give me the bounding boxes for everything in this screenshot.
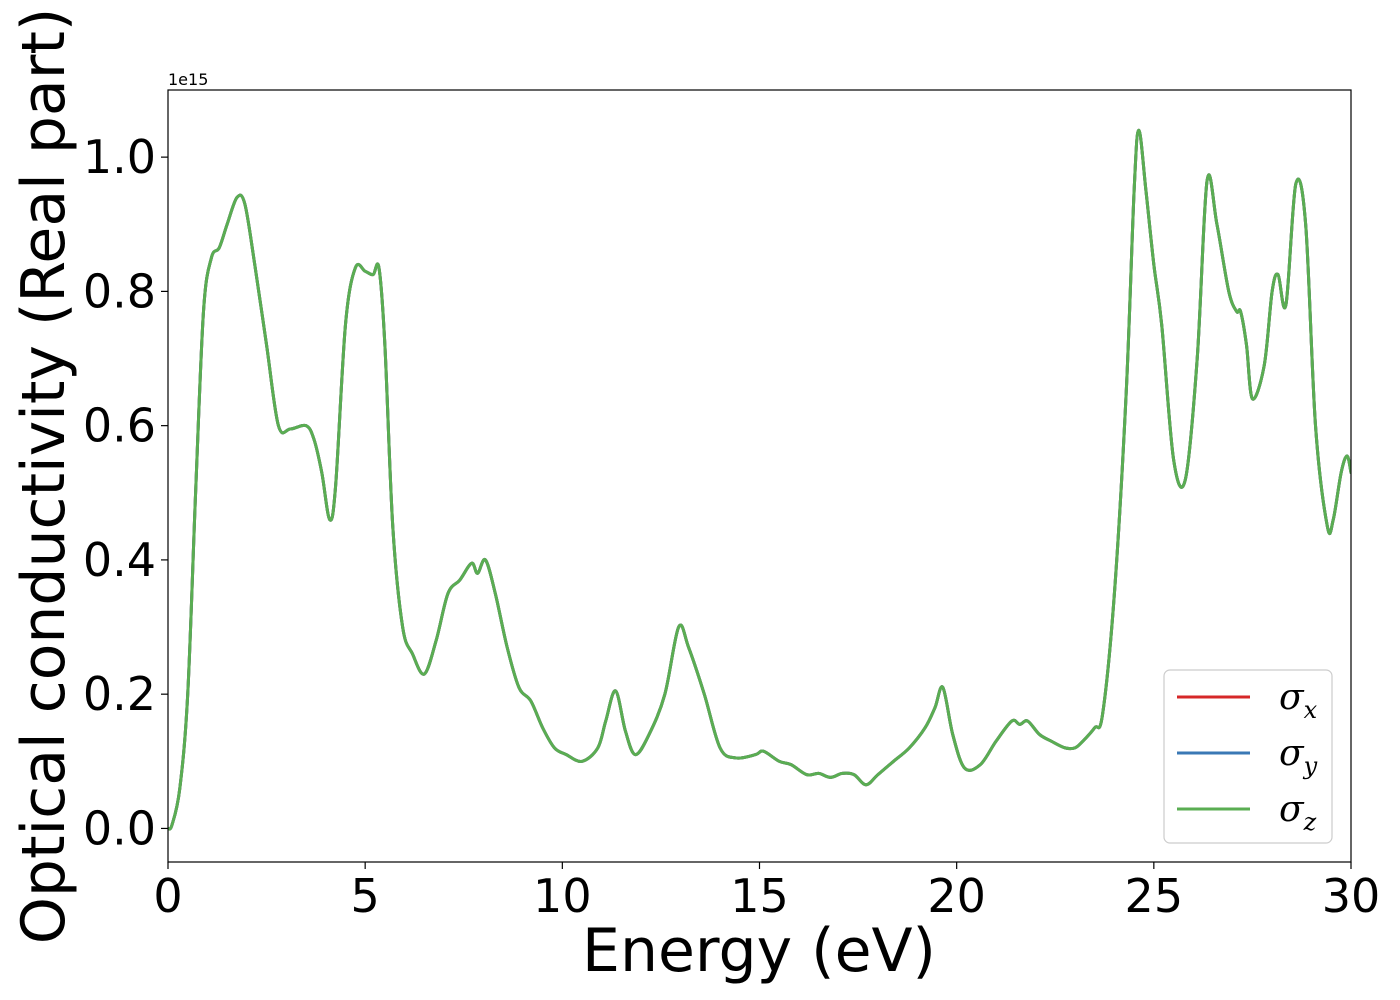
legend-label-sigma-x: σx [1279,677,1318,724]
series-layer [168,128,1351,831]
legend-label-sigma-y: σy [1279,733,1318,780]
y-tick-label: 0.6 [83,399,156,453]
y-axis-label: Optical conductivity (Real part) [9,8,79,945]
legend-label-sigma-z: σz [1279,789,1317,836]
y-tick-label: 0.2 [83,667,156,721]
y-tick-label: 1.0 [83,130,156,184]
legend: σx σy σz [1163,669,1333,844]
y-tick-label: 0.4 [83,533,156,587]
ticks-layer: 0 5 10 15 20 25 30 0.0 0.2 0.4 0.6 0.8 1.0 [83,130,1380,923]
x-tick-label: 0 [153,869,182,923]
x-tick-label: 5 [351,869,380,923]
x-tick-label: 10 [533,869,592,923]
series-line-sigma-z [168,128,1351,831]
y-tick-label: 0.0 [83,801,156,855]
x-tick-label: 20 [927,869,986,923]
legend-entries: σx σy σz [1177,677,1318,836]
y-offset-label: 1e15 [168,70,208,89]
x-tick-label: 15 [730,869,789,923]
x-tick-label: 30 [1322,869,1381,923]
legend-frame [1163,669,1333,844]
y-tick-label: 0.8 [83,264,156,318]
x-axis-label: Energy (eV) [582,916,936,986]
x-tick-label: 25 [1125,869,1184,923]
